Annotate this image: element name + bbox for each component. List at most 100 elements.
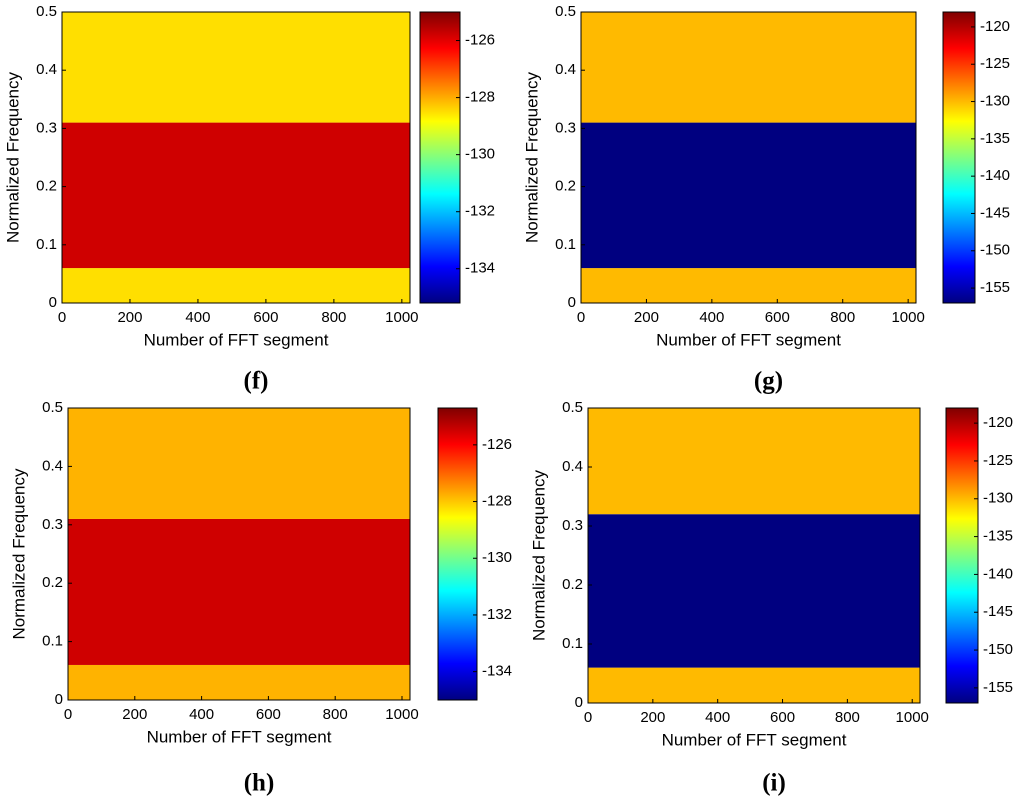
plot-frame — [587, 407, 921, 704]
colorbar-tick-label: -120 — [983, 414, 1013, 431]
x-tick-label: 200 — [117, 309, 142, 326]
colorbar-tick-label: -130 — [983, 490, 1013, 507]
y-tick-label: 0.1 — [42, 633, 63, 650]
y-tick-label: 0.4 — [555, 61, 576, 78]
y-tick-label: 0.5 — [555, 3, 576, 20]
colorbar-tick-label: -130 — [465, 146, 495, 163]
y-axis-label: Normalized Frequency — [9, 468, 28, 640]
x-tick-label: 600 — [256, 706, 281, 723]
colorbar-tick-label: -150 — [983, 641, 1013, 658]
heatmap-band — [581, 12, 916, 123]
heatmap-band — [588, 408, 920, 515]
x-tick-label: 400 — [699, 309, 724, 326]
heatmap-band — [581, 122, 916, 269]
y-tick-label: 0.3 — [555, 119, 576, 136]
plot-frame — [67, 407, 411, 701]
x-tick-label: 400 — [185, 309, 210, 326]
x-tick-label: 0 — [577, 309, 585, 326]
colorbar-tick-label: -126 — [482, 436, 512, 453]
colorbar-tick-label: -128 — [482, 493, 512, 510]
colorbar — [945, 407, 979, 704]
colorbar-tick-label: -140 — [980, 167, 1010, 184]
colorbar-tick-label: -134 — [465, 260, 495, 277]
heatmap-band — [68, 664, 410, 700]
colorbar-tick-label: -128 — [465, 89, 495, 106]
x-tick-label: 0 — [58, 309, 66, 326]
y-tick-label: 0.4 — [562, 458, 583, 475]
y-tick-label: 0 — [55, 691, 63, 708]
colorbar-tick-label: -140 — [983, 565, 1013, 582]
y-tick-label: 0 — [568, 294, 576, 311]
colorbar-tick-label: -126 — [465, 31, 495, 48]
colorbar-tick-label: -150 — [980, 242, 1010, 259]
colorbar — [437, 407, 478, 701]
y-tick-label: 0.2 — [562, 576, 583, 593]
y-tick-label: 0.4 — [42, 457, 63, 474]
colorbar-tick-label: -135 — [980, 130, 1010, 147]
x-tick-label: 1000 — [896, 709, 929, 726]
x-tick-label: 200 — [634, 309, 659, 326]
y-tick-label: 0 — [49, 294, 57, 311]
colorbar-tick-label: -132 — [482, 606, 512, 623]
x-tick-label: 0 — [64, 706, 72, 723]
x-axis-label: Number of FFT segment — [144, 330, 329, 349]
y-tick-label: 0.2 — [555, 178, 576, 195]
heatmap-band — [588, 514, 920, 668]
heatmap-band — [62, 12, 410, 123]
x-tick-label: 1000 — [891, 309, 924, 326]
y-tick-label: 0 — [575, 694, 583, 711]
y-tick-label: 0.2 — [36, 178, 57, 195]
panel-label: (g) — [754, 368, 783, 395]
panel-label: (h) — [244, 770, 275, 797]
x-axis-label: Number of FFT segment — [662, 730, 847, 749]
heatmap-band — [68, 408, 410, 519]
y-axis-label: Normalized Frequency — [522, 71, 541, 243]
x-tick-label: 800 — [835, 709, 860, 726]
heatmap-band — [68, 518, 410, 665]
y-tick-label: 0.5 — [562, 399, 583, 416]
colorbar-tick-label: -145 — [980, 204, 1010, 221]
y-tick-label: 0.5 — [42, 399, 63, 416]
colorbar-tick-label: -125 — [980, 55, 1010, 72]
x-tick-label: 0 — [584, 709, 592, 726]
y-tick-label: 0.4 — [36, 61, 57, 78]
heatmap-band — [581, 268, 916, 303]
colorbar-tick-label: -155 — [983, 679, 1013, 696]
x-tick-label: 600 — [253, 309, 278, 326]
colorbar-tick-label: -135 — [983, 528, 1013, 545]
y-tick-label: 0.1 — [562, 635, 583, 652]
y-tick-label: 0.2 — [42, 574, 63, 591]
x-tick-label: 200 — [122, 706, 147, 723]
colorbar — [419, 11, 461, 304]
panel-label: (f) — [244, 368, 269, 395]
x-tick-label: 800 — [830, 309, 855, 326]
y-tick-label: 0.3 — [36, 119, 57, 136]
x-tick-label: 600 — [770, 709, 795, 726]
plot-frame — [61, 11, 411, 304]
y-axis-label: Normalized Frequency — [3, 71, 22, 243]
x-tick-label: 800 — [323, 706, 348, 723]
colorbar-tick-label: -134 — [482, 663, 512, 680]
colorbar-tick-label: -125 — [983, 452, 1013, 469]
x-tick-label: 1000 — [385, 309, 418, 326]
x-tick-label: 200 — [640, 709, 665, 726]
x-axis-label: Number of FFT segment — [656, 330, 841, 349]
heatmap-band — [62, 268, 410, 303]
colorbar-tick-label: -132 — [465, 203, 495, 220]
y-tick-label: 0.3 — [562, 517, 583, 534]
x-tick-label: 400 — [705, 709, 730, 726]
colorbar-tick-label: -130 — [482, 549, 512, 566]
x-tick-label: 600 — [765, 309, 790, 326]
y-tick-label: 0.1 — [555, 236, 576, 253]
panel-label: (i) — [762, 770, 786, 797]
y-axis-label: Normalized Frequency — [529, 469, 548, 641]
colorbar-tick-label: -155 — [980, 279, 1010, 296]
colorbar-tick-label: -145 — [983, 603, 1013, 620]
colorbar-tick-label: -130 — [980, 93, 1010, 110]
y-tick-label: 0.1 — [36, 236, 57, 253]
y-tick-label: 0.5 — [36, 3, 57, 20]
x-tick-label: 1000 — [385, 706, 418, 723]
plot-frame — [580, 11, 917, 304]
y-tick-label: 0.3 — [42, 516, 63, 533]
